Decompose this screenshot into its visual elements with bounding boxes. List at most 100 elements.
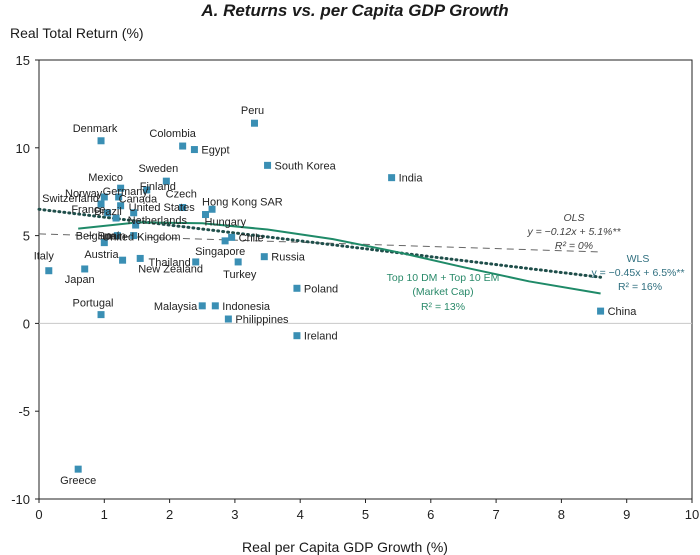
data-point bbox=[264, 161, 272, 169]
point-label: Netherlands bbox=[128, 215, 188, 227]
x-tick-label: 5 bbox=[362, 507, 369, 522]
ols-r2: R² = 0% bbox=[555, 240, 593, 252]
point-label: Egypt bbox=[201, 145, 229, 157]
data-point bbox=[192, 258, 200, 266]
wls-fit-line bbox=[37, 207, 603, 279]
data-point bbox=[388, 174, 396, 182]
x-tick-label: 10 bbox=[685, 507, 699, 522]
data-point bbox=[162, 177, 170, 185]
point-label: Chile bbox=[239, 232, 264, 244]
x-tick-label: 7 bbox=[492, 507, 499, 522]
point-label: Austria bbox=[84, 249, 119, 261]
data-point bbox=[132, 221, 140, 229]
x-tick-label: 3 bbox=[231, 507, 238, 522]
point-label: Peru bbox=[241, 105, 264, 117]
wls-equation: y = −0.45x + 6.5%** bbox=[591, 267, 684, 279]
point-label: United Kingdom bbox=[102, 232, 180, 244]
data-point bbox=[74, 465, 82, 473]
y-tick-label: 0 bbox=[23, 316, 30, 331]
point-label: Malaysia bbox=[154, 301, 198, 313]
data-point bbox=[117, 202, 125, 210]
point-label: Canada bbox=[119, 194, 158, 206]
wls-label: WLS bbox=[627, 253, 650, 265]
y-tick-label: 10 bbox=[16, 141, 30, 156]
data-point bbox=[136, 254, 144, 262]
x-tick-label: 1 bbox=[101, 507, 108, 522]
plot-area bbox=[38, 59, 693, 500]
point-label: Germany bbox=[103, 186, 149, 198]
data-point bbox=[81, 265, 89, 273]
x-tick-label: 0 bbox=[35, 507, 42, 522]
data-point bbox=[117, 184, 125, 192]
point-label: New Zealand bbox=[138, 263, 203, 275]
data-point bbox=[190, 146, 198, 154]
data-point bbox=[293, 284, 301, 292]
ols-label: OLS bbox=[563, 212, 584, 224]
data-point bbox=[104, 209, 112, 217]
y-axis-label: Real Total Return (%) bbox=[10, 25, 144, 41]
top-fit-label: Top 10 DM + Top 10 EM bbox=[387, 272, 500, 284]
point-label: Brazil bbox=[94, 206, 122, 218]
data-point bbox=[100, 239, 108, 247]
chart-title: A. Returns vs. per Capita GDP Growth bbox=[200, 1, 508, 20]
point-label: Japan bbox=[65, 274, 95, 286]
top-fit-r2: R² = 13% bbox=[421, 301, 465, 313]
y-tick-label: -10 bbox=[11, 492, 30, 507]
point-label: Sweden bbox=[138, 163, 178, 175]
x-tick-label: 8 bbox=[558, 507, 565, 522]
point-label: Denmark bbox=[73, 123, 118, 135]
x-tick-label: 4 bbox=[297, 507, 304, 522]
data-point bbox=[198, 302, 206, 310]
point-label: Indonesia bbox=[222, 301, 271, 313]
fit-annotations: OLS y = −0.12x + 5.1%** R² = 0% WLS y = −0.4… bbox=[387, 212, 685, 313]
data-point bbox=[250, 119, 258, 127]
data-point bbox=[113, 232, 121, 240]
point-label: Greece bbox=[60, 475, 96, 487]
x-tick-label: 6 bbox=[427, 507, 434, 522]
data-point bbox=[130, 232, 138, 240]
point-label: Finland bbox=[140, 181, 176, 193]
x-tick-label: 2 bbox=[166, 507, 173, 522]
axis-ticks: 0 1 2 3 4 5 6 7 8 9 10 -10 -5 0 5 10 15 bbox=[11, 53, 699, 522]
point-label: France bbox=[71, 204, 105, 216]
y-tick-label: -5 bbox=[18, 404, 30, 419]
point-label: Turkey bbox=[223, 269, 257, 281]
point-label: Hong Kong SAR bbox=[202, 196, 283, 208]
data-point bbox=[179, 204, 187, 212]
point-label: India bbox=[399, 173, 424, 185]
data-point bbox=[97, 311, 105, 319]
data-point bbox=[208, 205, 216, 213]
point-label: Singapore bbox=[195, 246, 245, 258]
data-point bbox=[221, 237, 229, 245]
data-point bbox=[119, 256, 127, 264]
data-point bbox=[211, 302, 219, 310]
point-label: United States bbox=[129, 202, 196, 214]
data-point bbox=[45, 267, 53, 275]
y-tick-label: 5 bbox=[23, 229, 30, 244]
point-label: Hungary bbox=[205, 217, 247, 229]
data-point bbox=[293, 332, 301, 340]
point-label: China bbox=[608, 306, 638, 318]
point-label: Thailand bbox=[149, 257, 191, 269]
point-label: Ireland bbox=[304, 331, 338, 343]
x-tick-label: 9 bbox=[623, 507, 630, 522]
point-label: Poland bbox=[304, 283, 338, 295]
point-label: Mexico bbox=[88, 172, 123, 184]
point-label: Philippines bbox=[235, 314, 289, 326]
point-label: Russia bbox=[271, 252, 306, 264]
data-point bbox=[97, 200, 105, 208]
data-point bbox=[228, 233, 236, 241]
top-market-cap-fit-curve bbox=[78, 221, 601, 295]
point-label: Czech bbox=[166, 189, 197, 201]
data-point bbox=[224, 315, 232, 323]
ols-fit-line bbox=[38, 233, 601, 253]
data-point bbox=[597, 307, 605, 315]
point-label: South Korea bbox=[275, 160, 337, 172]
data-point bbox=[112, 214, 120, 222]
data-point bbox=[179, 142, 187, 150]
data-point bbox=[260, 253, 268, 261]
data-point bbox=[202, 211, 210, 219]
point-label: Portugal bbox=[73, 298, 114, 310]
data-point bbox=[97, 137, 105, 145]
